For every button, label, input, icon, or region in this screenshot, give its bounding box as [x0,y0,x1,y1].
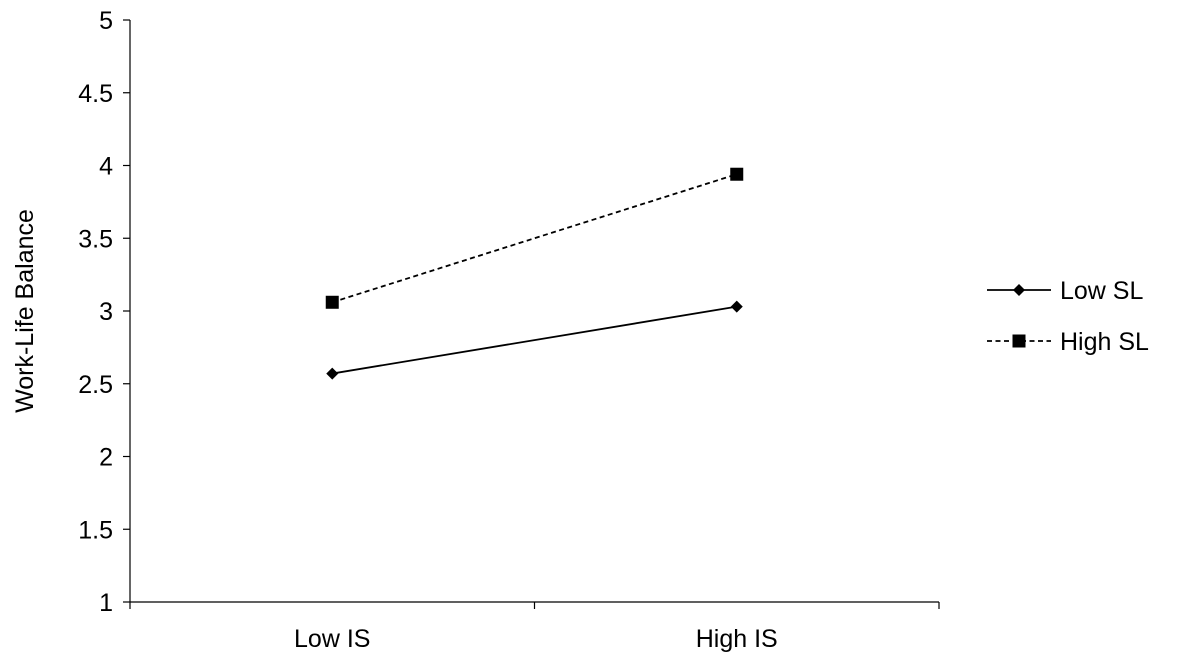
y-tick-label: 3 [99,298,113,326]
series-layer [325,167,744,380]
series-line [332,305,737,375]
x-tick-label: High IS [696,625,778,653]
y-tick-label: 5 [99,7,113,35]
y-tick-label: 1.5 [78,516,113,544]
legend-label: Low SL [1060,277,1143,305]
series-line [331,173,738,304]
x-axis: Low IS High IS [129,601,940,653]
series-high-sl [325,167,744,309]
y-tick-label: 4 [99,153,113,181]
legend-marker [1012,334,1026,348]
legend-item: Low SL [987,277,1143,305]
legend-label: High SL [1060,328,1149,356]
y-tick-label: 1 [99,589,113,617]
series-low-sl [326,300,743,380]
y-tick-label: 3.5 [78,225,113,253]
y-axis: 1 1.5 2 2.5 3 3.5 4 4.5 5 [78,7,131,617]
legend-marker [1013,284,1025,296]
data-point [730,300,743,313]
x-tick-label: Low IS [294,625,370,653]
y-tick-label: 4.5 [78,80,113,108]
data-point [326,367,339,380]
data-point [325,295,339,309]
y-axis-title: Work-Life Balance [11,209,39,413]
legend: Low SL High SL [987,277,1149,356]
data-point [730,167,744,181]
y-tick-label: 2.5 [78,371,113,399]
legend-item: High SL [987,328,1149,356]
y-tick-label: 2 [99,444,113,472]
